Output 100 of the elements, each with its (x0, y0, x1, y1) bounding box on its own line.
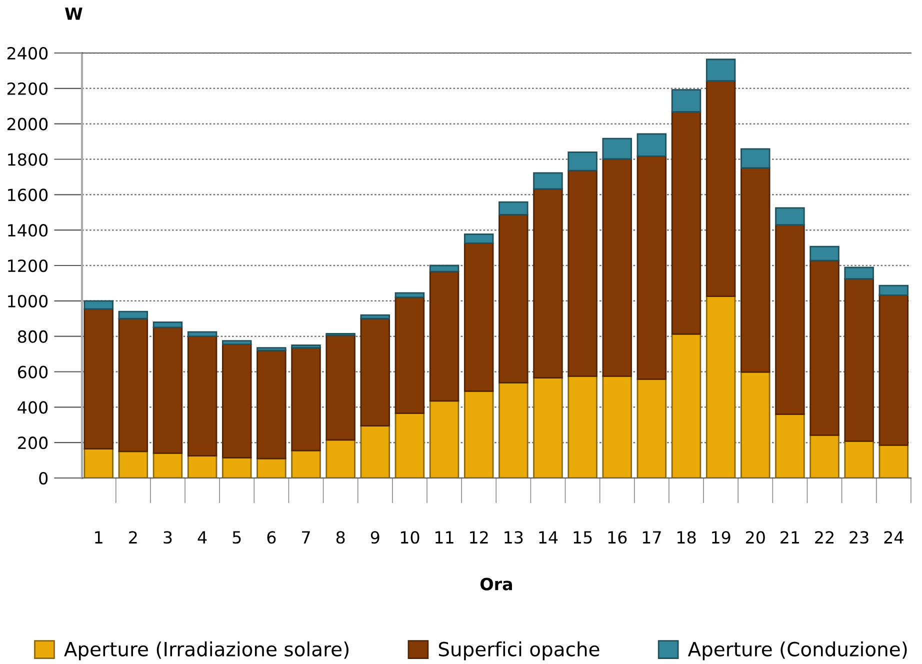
bar (464, 390, 494, 478)
y-tick-label: 0 (39, 472, 48, 485)
bar (152, 321, 183, 328)
bar (429, 270, 460, 402)
bar (810, 434, 840, 478)
bar (360, 314, 390, 320)
bar (326, 334, 356, 441)
x-tick-label: 18 (677, 531, 696, 544)
bar (464, 233, 494, 244)
bar (671, 333, 702, 478)
bar (775, 207, 805, 226)
x-tick-label: 2 (129, 531, 137, 544)
bar (187, 331, 218, 338)
x-tick-label: 19 (712, 531, 730, 544)
bar (636, 378, 667, 478)
y-tick-label: 1000 (8, 294, 48, 308)
bar (498, 201, 528, 216)
bar (636, 133, 667, 157)
bar (394, 412, 425, 478)
bar (291, 344, 321, 349)
bar (256, 458, 286, 478)
bar (810, 246, 840, 262)
bar (568, 375, 598, 478)
y-tick-label: 200 (18, 436, 48, 450)
y-axis-title: W (65, 8, 82, 20)
bar (740, 167, 770, 373)
bar (844, 278, 874, 442)
y-tick-label: 1800 (8, 153, 48, 166)
bar (429, 264, 460, 272)
x-axis-title: Ora (480, 578, 512, 590)
y-tick-label: 2000 (7, 118, 48, 130)
bar (222, 456, 252, 478)
x-tick-label: 20 (746, 531, 765, 544)
bar (740, 371, 770, 478)
bar (671, 111, 702, 335)
x-tick-label: 9 (370, 531, 380, 544)
bar (152, 326, 183, 454)
legend-label: Aperture (Conduzione) (688, 641, 907, 660)
bar (84, 308, 114, 450)
y-tick-label: 400 (18, 401, 48, 414)
bar (602, 158, 632, 377)
x-tick-label: 5 (232, 531, 241, 544)
bar (533, 188, 563, 378)
x-tick-label: 3 (164, 531, 172, 544)
bar (118, 450, 148, 478)
bar (256, 347, 286, 352)
x-tick-label: 22 (815, 531, 834, 544)
bar (740, 148, 770, 169)
x-tick-label: 4 (198, 531, 207, 544)
bar (429, 400, 460, 478)
legend-label: Superfici opache (438, 641, 600, 660)
y-tick-label: 600 (18, 366, 48, 378)
y-tick-label: 1600 (8, 188, 48, 202)
bar (636, 156, 667, 380)
bar (464, 242, 494, 392)
bar (844, 440, 874, 478)
bar (222, 340, 252, 345)
y-tick-label: 2400 (7, 46, 48, 60)
bar (706, 58, 736, 82)
x-tick-label: 6 (267, 531, 276, 544)
x-tick-label: 15 (574, 531, 592, 544)
bar (878, 284, 909, 296)
bar (291, 347, 321, 452)
bar (602, 138, 632, 160)
bar (222, 344, 252, 458)
bar (394, 292, 425, 298)
x-tick-label: 7 (302, 531, 310, 544)
x-tick-label: 11 (435, 531, 454, 544)
x-tick-label: 13 (504, 531, 523, 544)
bar (152, 452, 183, 478)
bar (533, 172, 563, 190)
bar (568, 170, 598, 377)
y-tick-label: 1400 (8, 224, 48, 237)
x-tick-label: 12 (470, 531, 488, 544)
bar (775, 224, 805, 415)
bar (533, 377, 563, 478)
y-tick-label: 2200 (7, 82, 48, 95)
bar (326, 439, 356, 478)
legend-label: Aperture (Irradiazione solare) (64, 641, 348, 660)
x-tick-label: 8 (336, 531, 345, 544)
bar (118, 318, 148, 452)
bar (498, 214, 528, 384)
x-tick-label: 10 (400, 531, 420, 544)
bar (602, 375, 632, 478)
bar (360, 318, 390, 426)
x-tick-label: 21 (780, 531, 800, 544)
x-tick-label: 17 (642, 531, 661, 544)
bar (706, 80, 736, 298)
bar (878, 294, 909, 446)
x-tick-label: 14 (539, 531, 558, 544)
bar (498, 382, 528, 478)
bar (810, 260, 840, 436)
bar (291, 450, 321, 478)
bar (671, 89, 702, 112)
bar (187, 336, 218, 457)
bar (360, 425, 390, 478)
bar (775, 414, 805, 478)
x-tick-label: 1 (95, 531, 102, 544)
y-tick-label: 1200 (8, 259, 48, 272)
bar (84, 300, 114, 310)
